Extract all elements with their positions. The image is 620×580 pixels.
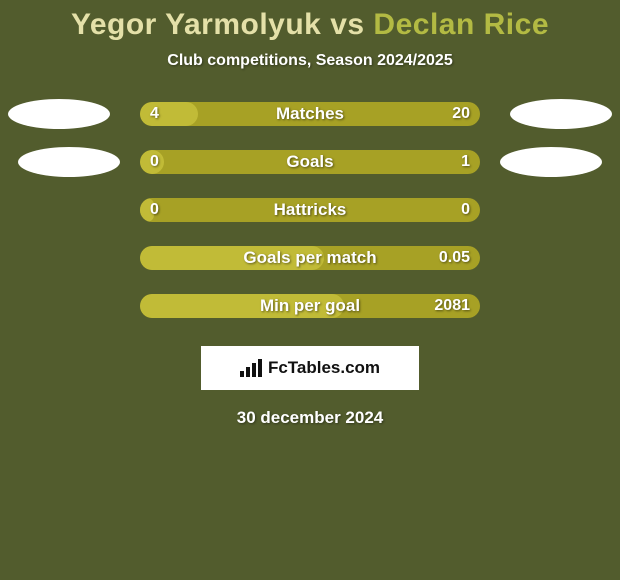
- stat-value-right: 2081: [434, 294, 470, 318]
- stat-bar-fill: [140, 246, 324, 270]
- stat-value-right: 20: [452, 102, 470, 126]
- stat-bar: 00Hattricks: [140, 198, 480, 222]
- stat-row: 0.05Goals per match: [0, 246, 620, 270]
- page-title: Yegor Yarmolyuk vs Declan Rice: [0, 0, 620, 42]
- stat-label: Hattricks: [140, 198, 480, 222]
- stat-bar-fill: [140, 102, 198, 126]
- stat-row: 2081Min per goal: [0, 294, 620, 318]
- date-line: 30 december 2024: [0, 408, 620, 428]
- player-b-badge: [500, 147, 602, 177]
- player-b-name: Declan Rice: [373, 8, 549, 41]
- player-b-badge: [510, 99, 612, 129]
- stat-label: Goals: [140, 150, 480, 174]
- stat-value-right: 1: [461, 150, 470, 174]
- stat-bar: 0.05Goals per match: [140, 246, 480, 270]
- stat-bar: 01Goals: [140, 150, 480, 174]
- stat-row: 01Goals: [0, 150, 620, 174]
- title-vs: vs: [321, 8, 373, 41]
- player-a-badge: [18, 147, 120, 177]
- brand-text: FcTables.com: [268, 358, 380, 378]
- subtitle: Club competitions, Season 2024/2025: [0, 52, 620, 70]
- stat-rows: 420Matches01Goals00Hattricks0.05Goals pe…: [0, 102, 620, 318]
- stat-bar: 2081Min per goal: [140, 294, 480, 318]
- chart-icon: [240, 359, 262, 377]
- stat-value-right: 0.05: [439, 246, 470, 270]
- brand-box: FcTables.com: [201, 346, 419, 390]
- stat-row: 00Hattricks: [0, 198, 620, 222]
- stat-bar-fill: [140, 294, 344, 318]
- comparison-infographic: Yegor Yarmolyuk vs Declan Rice Club comp…: [0, 0, 620, 580]
- stat-row: 420Matches: [0, 102, 620, 126]
- stat-bar-fill: [140, 198, 154, 222]
- stat-bar-fill: [140, 150, 164, 174]
- stat-value-right: 0: [461, 198, 470, 222]
- stat-bar: 420Matches: [140, 102, 480, 126]
- player-a-name: Yegor Yarmolyuk: [71, 8, 321, 41]
- player-a-badge: [8, 99, 110, 129]
